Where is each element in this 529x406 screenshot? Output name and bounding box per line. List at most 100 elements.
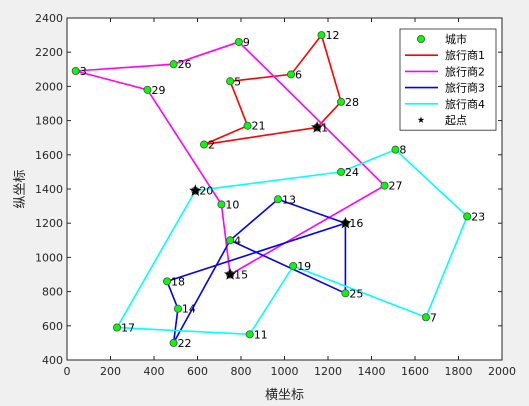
y-tick-label: 1200 [35, 217, 63, 230]
legend-series-label: 旅行商4 [445, 97, 485, 111]
route-line-3 [165, 198, 347, 344]
y-tick-label: 2000 [35, 80, 63, 93]
x-tick-label: 1000 [271, 365, 299, 378]
y-tick-label: 800 [42, 286, 63, 299]
city-label: 24 [345, 166, 359, 179]
city-label: 19 [297, 260, 311, 273]
city-marker [421, 313, 430, 322]
city-label: 18 [171, 275, 185, 288]
legend-series-label: 旅行商2 [445, 64, 485, 78]
city-label: 17 [121, 322, 135, 335]
x-axis-ticks: 0 200 400 600 800 1000 1200 1400 1600 1800 2000 [64, 18, 516, 378]
city-label: 26 [178, 58, 192, 71]
city-marker [317, 31, 326, 40]
start-markers [189, 120, 352, 280]
x-tick-label: 600 [187, 365, 208, 378]
city-label: 12 [325, 29, 339, 42]
y-tick-label: 600 [42, 320, 63, 333]
x-tick-label: 1800 [445, 365, 473, 378]
x-tick-label: 400 [144, 365, 165, 378]
city-label: 15 [234, 269, 248, 282]
city-marker [169, 60, 178, 69]
city-marker [143, 85, 152, 94]
x-tick-label: 800 [231, 365, 252, 378]
city-marker [234, 37, 243, 46]
city-label: 21 [252, 120, 266, 133]
x-tick-label: 0 [64, 365, 71, 378]
city-labels: 1234567891011121314151617181920212223242… [80, 29, 486, 350]
city-label: 5 [234, 75, 241, 88]
city-label: 16 [349, 217, 363, 230]
city-marker [380, 181, 389, 190]
city-label: 20 [199, 185, 213, 198]
city-label: 1 [321, 121, 328, 134]
city-marker [273, 195, 282, 204]
legend-start-marker [417, 116, 425, 123]
city-marker [169, 338, 178, 347]
city-marker [217, 200, 226, 209]
y-tick-label: 1400 [35, 183, 63, 196]
city-marker [289, 261, 298, 270]
city-marker [226, 77, 235, 86]
city-label: 8 [399, 144, 406, 157]
x-axis-label: 横坐标 [265, 388, 304, 403]
city-label: 27 [389, 180, 403, 193]
city-marker [113, 323, 122, 332]
city-label: 6 [295, 68, 302, 81]
city-marker [245, 330, 254, 339]
route-line-1 [203, 33, 342, 146]
x-tick-label: 200 [100, 365, 121, 378]
y-axis-label: 纵坐标 [13, 169, 28, 208]
x-tick-label: 1600 [401, 365, 429, 378]
start-star-marker [223, 268, 237, 280]
city-marker [341, 289, 350, 298]
city-label: 2 [208, 139, 215, 152]
city-label: 4 [234, 234, 241, 247]
legend-city-label: 城市 [445, 32, 467, 46]
y-tick-label: 1600 [35, 149, 63, 162]
city-label: 7 [430, 311, 437, 324]
start-star-marker [189, 184, 202, 196]
route-line-2 [75, 41, 386, 276]
city-label: 25 [349, 287, 363, 300]
city-marker [173, 304, 182, 313]
legend-series-label: 旅行商3 [445, 81, 485, 95]
city-label: 22 [178, 337, 192, 350]
legend-start-label: 起点 [445, 114, 467, 127]
city-label: 11 [254, 328, 268, 341]
x-tick-label: 1400 [358, 365, 386, 378]
city-label: 3 [80, 65, 87, 78]
y-tick-label: 400 [42, 354, 63, 367]
legend-box [399, 28, 497, 131]
legend-city-marker [416, 35, 425, 44]
y-tick-label: 2200 [35, 46, 63, 59]
city-label: 10 [225, 198, 239, 211]
y-axis-ticks: 400 600 800 1000 1200 1400 1600 1800 2000 2200 240… [35, 12, 502, 367]
city-label: 14 [182, 303, 196, 316]
start-star-marker [310, 120, 324, 133]
city-marker [463, 212, 472, 221]
x-tick-label: 1200 [314, 365, 342, 378]
city-label: 9 [243, 36, 250, 49]
city-marker [337, 97, 346, 106]
city-marker [391, 145, 400, 154]
city-marker [337, 167, 346, 176]
city-label: 29 [151, 84, 165, 97]
x-tick-label: 2000 [488, 365, 516, 378]
city-marker [200, 140, 209, 149]
city-label: 28 [345, 96, 359, 109]
city-marker [226, 236, 235, 245]
legend-series-label: 旅行商1 [445, 48, 485, 62]
y-tick-label: 2400 [35, 12, 63, 25]
city-marker [163, 277, 172, 286]
start-star-marker [339, 216, 352, 229]
city-marker [71, 67, 80, 76]
y-tick-label: 1800 [35, 115, 63, 128]
city-label: 13 [282, 193, 296, 206]
city-marker [287, 70, 296, 79]
y-tick-label: 1000 [35, 251, 63, 264]
city-label: 23 [471, 210, 485, 223]
city-marker [243, 121, 252, 130]
